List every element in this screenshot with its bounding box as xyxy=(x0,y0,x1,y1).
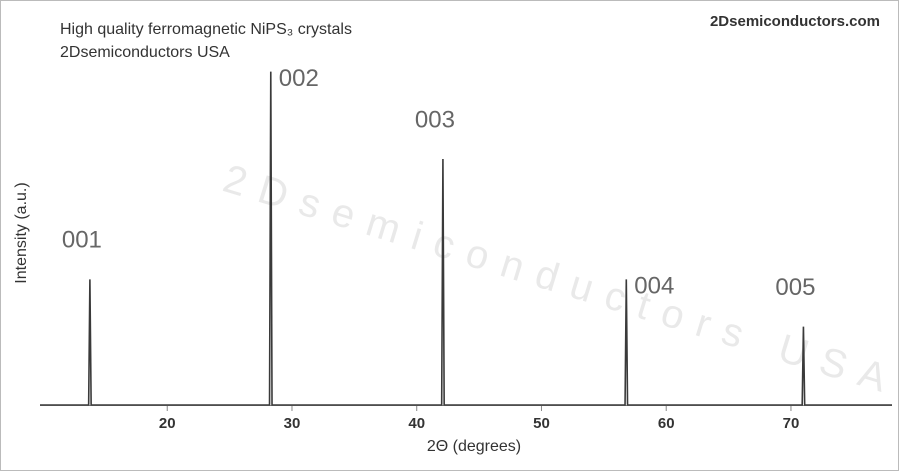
peak-label: 003 xyxy=(415,106,455,133)
peak-label: 004 xyxy=(634,273,674,300)
peak-label: 005 xyxy=(775,274,815,301)
y-axis-label: Intensity (a.u.) xyxy=(13,182,30,283)
x-tick-label: 50 xyxy=(533,415,550,432)
spectrum xyxy=(40,71,892,406)
x-axis-label: 2Θ (degrees) xyxy=(427,438,521,455)
x-tick-label: 30 xyxy=(284,415,301,432)
x-tick-label: 40 xyxy=(408,415,425,432)
x-tick-label: 20 xyxy=(159,415,176,432)
chart-title: High quality ferromagnetic NiPS₃ crystal… xyxy=(60,21,352,38)
peak-label: 001 xyxy=(62,227,102,254)
x-tick-label: 60 xyxy=(658,415,675,432)
peak-label: 002 xyxy=(279,65,319,92)
x-tick-label: 70 xyxy=(783,415,800,432)
brand: 2Dsemiconductors.com xyxy=(710,13,880,30)
chart-subtitle: 2Dsemiconductors USA xyxy=(60,44,230,61)
